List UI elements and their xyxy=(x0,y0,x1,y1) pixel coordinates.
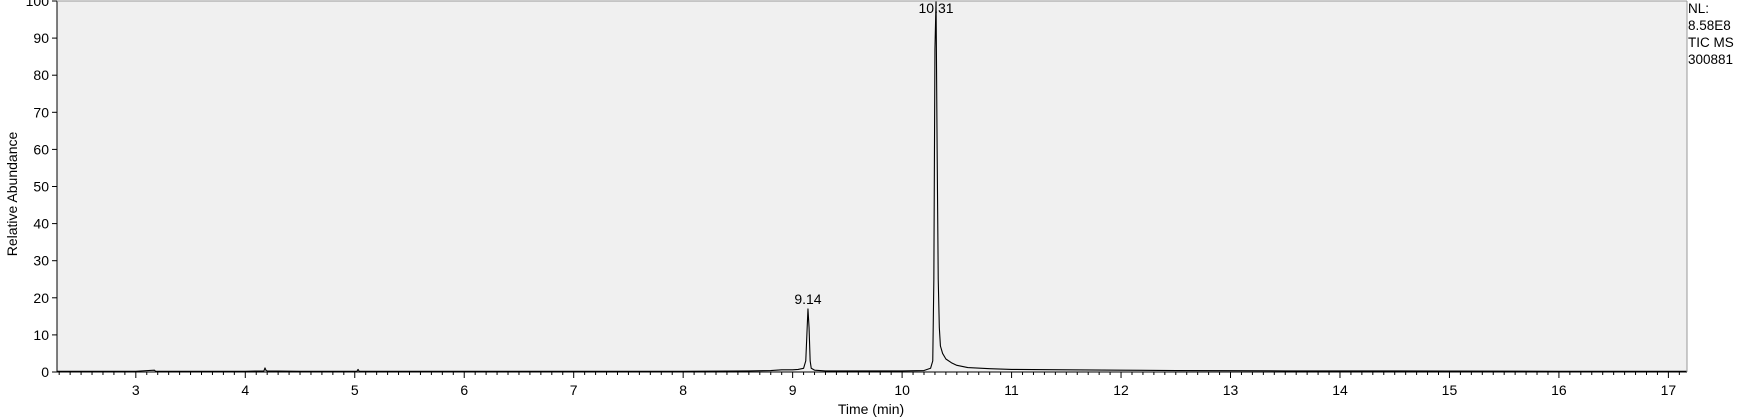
y-tick-label: 80 xyxy=(33,67,49,83)
x-tick-label: 9 xyxy=(789,382,797,398)
y-tick-label: 100 xyxy=(26,0,50,9)
peak-label: 10.31 xyxy=(919,0,954,16)
peak-label: 9.14 xyxy=(794,291,821,307)
x-tick-label: 11 xyxy=(1004,382,1019,398)
y-tick-label: 30 xyxy=(33,253,49,269)
tic-trace-line xyxy=(57,0,1687,372)
x-tick-label: 7 xyxy=(570,382,578,398)
x-tick-label: 10 xyxy=(894,382,910,398)
y-tick-label: 0 xyxy=(41,364,49,380)
series-group xyxy=(57,0,1687,372)
x-tick-label: 3 xyxy=(132,382,140,398)
x-tick-label: 6 xyxy=(460,382,468,398)
y-tick-label: 70 xyxy=(33,104,49,120)
x-tick-label: 16 xyxy=(1551,382,1567,398)
x-tick-label: 8 xyxy=(679,382,687,398)
nl-label: NL: xyxy=(1688,1,1710,16)
y-tick-label: 10 xyxy=(33,327,49,343)
y-tick-label: 20 xyxy=(33,290,49,306)
scan-info-panel: NL: 8.58E8 TIC MS 300881 xyxy=(1688,0,1745,68)
sample-id: 300881 xyxy=(1688,52,1734,67)
x-tick-label: 15 xyxy=(1442,382,1458,398)
y-tick-label: 40 xyxy=(33,216,49,232)
x-tick-label: 14 xyxy=(1332,382,1348,398)
y-tick-label: 90 xyxy=(33,30,49,46)
x-tick-label: 13 xyxy=(1223,382,1239,398)
x-axis-title: Time (min) xyxy=(838,401,904,417)
scan-filter: TIC MS xyxy=(1688,35,1734,50)
x-tick-label: 4 xyxy=(241,382,249,398)
nl-value: 8.58E8 xyxy=(1688,18,1731,33)
x-tick-label: 17 xyxy=(1661,382,1677,398)
annotation-group: 9.14 10.31 xyxy=(794,0,953,307)
y-tick-label: 50 xyxy=(33,179,49,195)
x-tick-label: 5 xyxy=(351,382,359,398)
plot-area xyxy=(57,1,1687,372)
y-axis-title: Relative Abundance xyxy=(4,132,20,257)
y-tick-label: 60 xyxy=(33,141,49,157)
x-tick-label: 12 xyxy=(1113,382,1129,398)
